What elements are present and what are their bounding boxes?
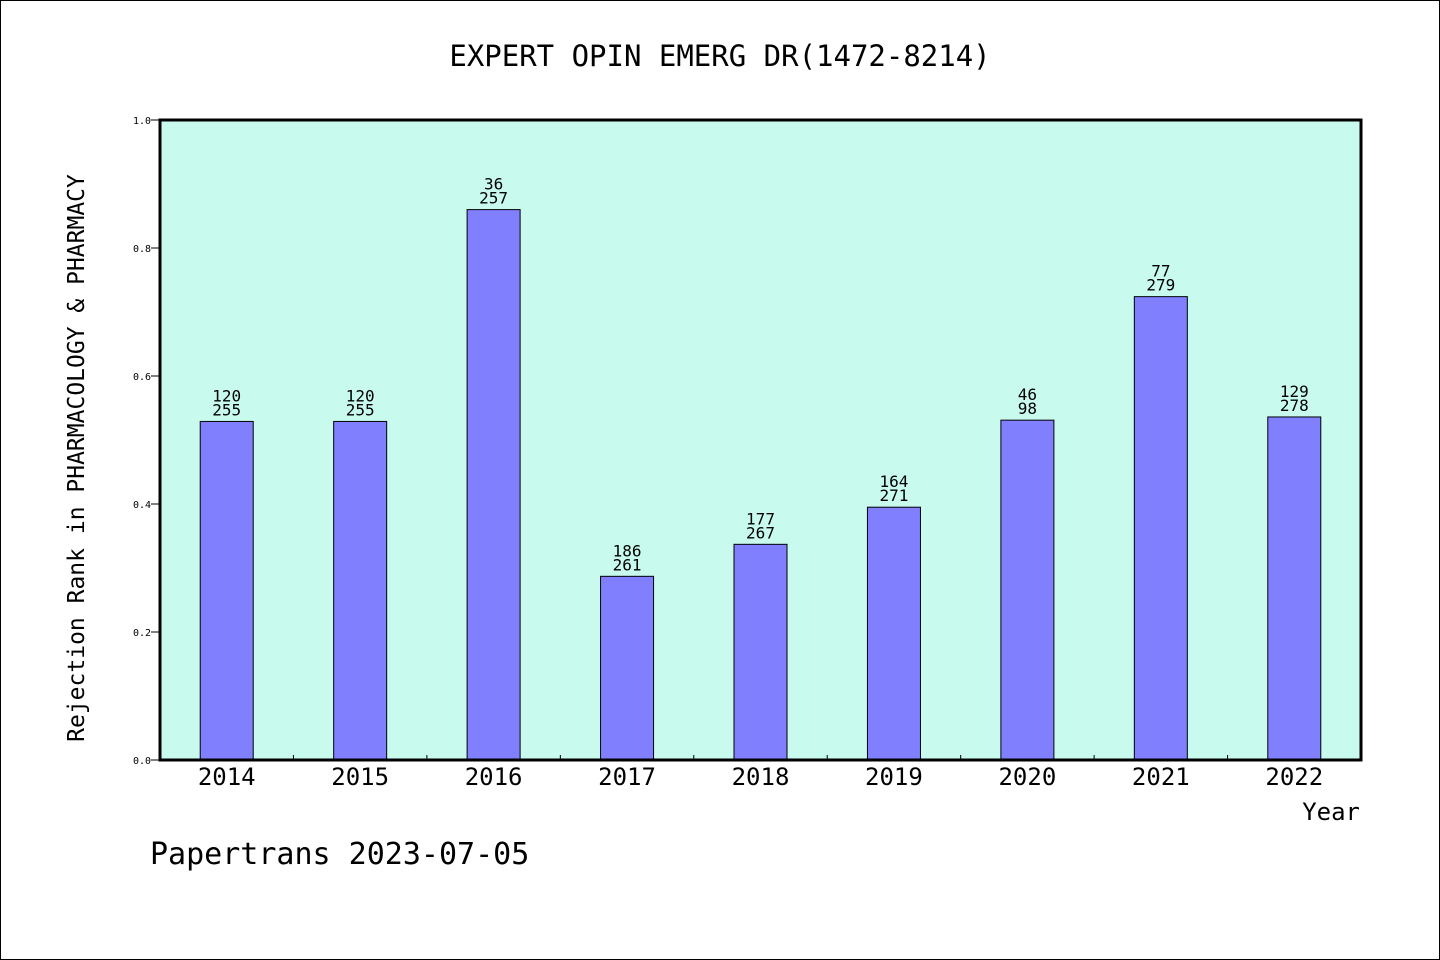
- x-tick-label: 2015: [331, 763, 389, 791]
- y-tick-label: 0.2: [133, 628, 151, 639]
- chart-title: EXPERT OPIN EMERG DR(1472-8214): [449, 39, 990, 73]
- x-tick-label: 2022: [1265, 763, 1323, 791]
- x-tick-label: 2014: [198, 763, 256, 791]
- x-tick-label: 2017: [598, 763, 656, 791]
- bar: [199, 420, 254, 761]
- bar: [1267, 416, 1322, 761]
- bar: [600, 575, 655, 761]
- bar: [866, 506, 921, 761]
- y-tick-label: 0.4: [133, 500, 151, 511]
- bar-label-top: 36: [484, 175, 503, 194]
- bar-label-top: 186: [613, 541, 642, 560]
- x-axis: 2014 2015 2016 2017 2018 2019 2020 2021 2022: [198, 755, 1323, 791]
- x-tick-label: 2021: [1132, 763, 1190, 791]
- x-axis-label: Year: [1302, 798, 1360, 826]
- bar-label-top: 77: [1151, 262, 1170, 281]
- bar-label-bottom: 255: [212, 400, 241, 419]
- y-tick-label: 1.0: [133, 116, 151, 127]
- bar-label-top: 164: [879, 472, 908, 491]
- x-tick-label: 2018: [732, 763, 790, 791]
- bars: [199, 209, 1322, 761]
- bar-label-top: 129: [1280, 382, 1309, 401]
- bar-label-bottom: 255: [346, 400, 375, 419]
- plot-border: [158, 118, 1363, 762]
- bar-label-bottom: 279: [1146, 276, 1175, 295]
- y-tick-label: 0.6: [133, 372, 151, 383]
- x-tick-label: 2019: [865, 763, 923, 791]
- bar-label-top: 120: [212, 386, 241, 405]
- bar-label-bottom: 271: [879, 486, 908, 505]
- bar-label-bottom: 261: [613, 555, 642, 574]
- bar-label-bottom: 278: [1280, 396, 1309, 415]
- x-tick-label: 2016: [465, 763, 523, 791]
- x-tick-label: 2020: [998, 763, 1056, 791]
- bar: [333, 420, 388, 761]
- bar: [733, 543, 788, 761]
- y-tick-label: 0.8: [133, 244, 151, 255]
- y-tick-label: 0.0: [133, 756, 151, 767]
- bar-label-bottom: 98: [1018, 399, 1037, 418]
- bar: [1000, 419, 1055, 761]
- bar-label-top: 120: [346, 386, 375, 405]
- bar-label-bottom: 267: [746, 523, 775, 542]
- y-axis: 0.0 0.2 0.4 0.6 0.8 1.0: [133, 116, 160, 767]
- y-axis-label: Rejection Rank in PHARMACOLOGY & PHARMAC…: [64, 174, 90, 742]
- bar-label-bottom: 257: [479, 189, 508, 208]
- bar: [1133, 296, 1188, 761]
- bar-label-top: 46: [1018, 385, 1037, 404]
- bar-label-top: 177: [746, 509, 775, 528]
- bar: [466, 209, 521, 761]
- bar-labels: 1202551202553625718626117726716427146987…: [212, 175, 1308, 575]
- footer-text: Papertrans 2023-07-05: [150, 837, 529, 872]
